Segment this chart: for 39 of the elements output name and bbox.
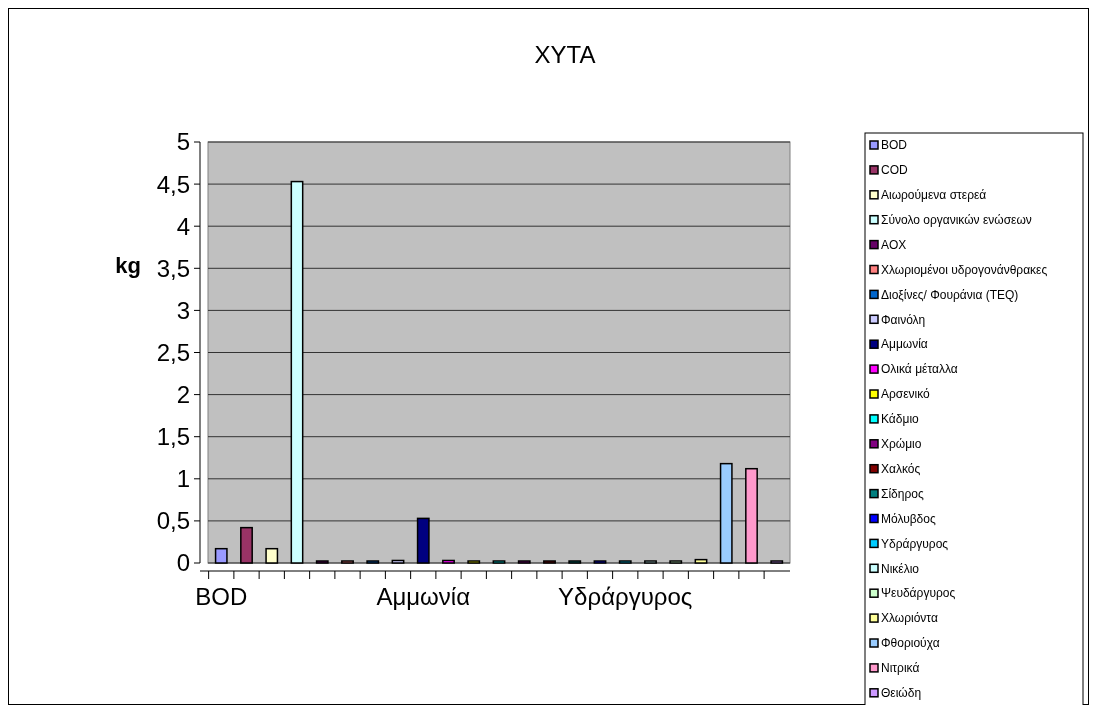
y-tick-label: 0 [176,549,190,577]
legend-label: Χλωριόντα [881,611,938,626]
legend-label: AOX [881,237,907,252]
y-tick-label: 4 [176,212,190,240]
y-tick-label: 0,5 [156,507,190,535]
legend-label: Νιτρικά [881,661,920,676]
legend-label: Κάδμιο [881,412,920,427]
y-tick-label: 3,5 [156,254,190,282]
legend-label: Σύνολο οργανικών ενώσεων [881,212,1032,227]
legend-label: Χαλκός [881,461,921,476]
legend-label: Ολικά μέταλλα [881,362,958,377]
legend-label: Ψευδάργυρος [881,586,956,601]
legend-label: Θειώδη [881,686,922,700]
y-tick-label: 2 [176,381,190,408]
y-tick-label: 5 [176,128,190,156]
legend-label: Σίδηρος [881,486,924,501]
legend-label: Φθοριούχα [881,636,940,651]
y-tick-label: 1,5 [156,423,190,451]
legend-label: Διοξίνες/ Φουράνια (TEQ) [881,287,1019,302]
legend-label: BOD [881,138,908,153]
y-tick-label: 2,5 [156,338,190,366]
y-tick-label: 4,5 [156,170,190,198]
legend-label: Χλωριομένοι υδρογονάνθρακες [881,262,1048,277]
y-tick-label: 1 [176,465,190,493]
y-axis-title: kg [115,253,141,278]
legend-label: Υδράργυρος [881,536,949,551]
legend-label: Μόλυβδος [881,511,936,526]
x-tick-label: BOD [195,583,248,610]
legend-label: Νικέλιο [881,561,920,576]
legend-label: Αιωρούμενα στερεά [881,188,987,202]
legend-label: Αμμωνία [881,337,928,352]
legend-label: Χρώμιο [881,437,922,451]
legend-label: COD [881,163,908,178]
chart-title: ΧΥΤΑ [534,41,596,68]
x-tick-label: Αμμωνία [376,583,471,610]
y-tick-label: 3 [176,296,190,324]
legend-label: Αρσενικό [881,387,931,402]
legend-label: Φαινόλη [881,312,926,327]
x-tick-label: Υδράργυρος [558,583,693,610]
